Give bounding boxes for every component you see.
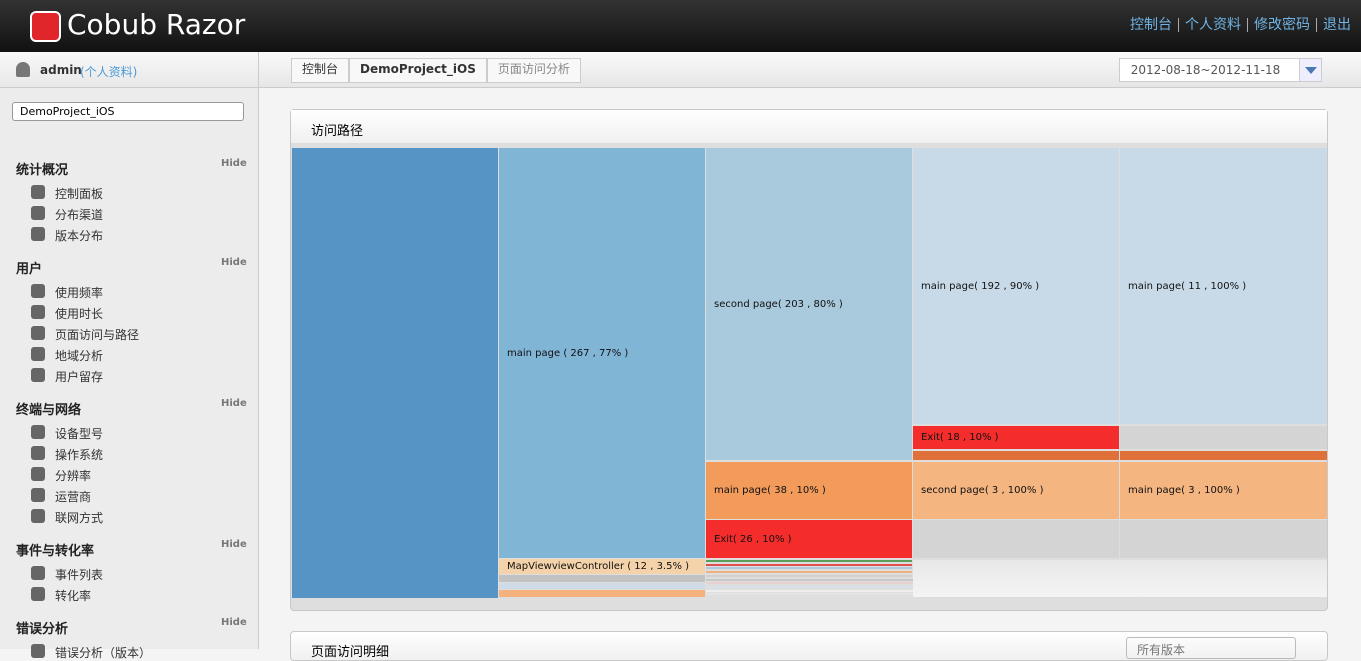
treemap-cell [499,583,705,589]
menu-icon [31,566,45,580]
breadcrumb-item: 页面访问分析 [486,58,581,83]
app-select[interactable]: DemoProject_iOS [12,102,244,121]
treemap-node[interactable]: main page( 11 , 100% ) [1120,148,1327,424]
panel-title: 访问路径 [291,110,1327,144]
user-name: admin [40,63,82,77]
nav-link[interactable]: 修改密码 [1247,18,1316,32]
treemap-node[interactable]: second page( 3 , 100% ) [913,462,1119,519]
breadcrumb: 控制台 DemoProject_iOS 页面访问分析 [291,58,581,83]
menu-icon [31,467,45,481]
menu-item[interactable]: 错误分析（版本） [55,646,152,660]
menu-item[interactable]: 分布渠道 [55,208,104,222]
user-icon [16,62,30,77]
menu-icon [31,368,45,382]
menu-item[interactable]: 使用时长 [55,307,104,321]
treemap-node[interactable]: Exit( 26 , 10% ) [706,520,912,558]
date-dropdown[interactable] [1299,59,1321,81]
menu-item[interactable]: 运营商 [55,490,92,504]
menu-icon [31,305,45,319]
section-toggle[interactable]: Hide [221,398,247,409]
menu-item[interactable]: 操作系统 [55,448,104,462]
menu-item[interactable]: 地域分析 [55,349,104,363]
menu-item[interactable]: 分辨率 [55,469,92,483]
section-toggle[interactable]: Hide [221,539,247,550]
treemap-strip [706,571,912,574]
nav-link[interactable]: 控制台 [1130,17,1172,33]
treemap-node[interactable]: main page( 192 , 90% ) [913,148,1119,424]
panel-title: 页面访问明细 [311,645,390,660]
treemap-cell [1120,451,1327,460]
treemap-cell [913,451,1119,460]
logo-icon [30,11,61,42]
treemap-strip [913,560,1327,597]
treemap-node[interactable]: main page ( 267 , 77% ) [499,148,705,558]
profile-link[interactable]: (个人资料) [80,65,138,79]
date-range[interactable]: 2012-08-18~2012-11-18 [1119,58,1322,82]
nav-link[interactable]: 个人资料 [1178,18,1247,32]
menu-item[interactable]: 事件列表 [55,568,104,582]
menu-icon [31,284,45,298]
section-toggle[interactable]: Hide [221,617,247,628]
menu-icon [31,326,45,340]
menu-item[interactable]: 控制面板 [55,187,104,201]
treemap-node[interactable]: main page( 38 , 10% ) [706,462,912,519]
menu-icon [31,425,45,439]
treemap-cell [913,520,1119,558]
menu-item[interactable]: 转化率 [55,589,92,603]
treemap-strip [706,567,912,570]
menu-icon [31,488,45,502]
treemap-cell [499,575,705,582]
top-nav: 控制台 个人资料 修改密码 退出 [1124,18,1357,32]
treemap-cell [1120,520,1327,558]
menu-item[interactable]: 使用频率 [55,286,104,300]
breadcrumb-item[interactable]: DemoProject_iOS [349,58,487,83]
treemap-strip [706,574,912,577]
menu-item[interactable]: 用户留存 [55,370,104,384]
treemap-cell [499,590,705,597]
treemap-strip [706,563,912,566]
treemap-strip [706,560,912,562]
menu-icon [31,446,45,460]
user-row: admin (个人资料) [0,52,258,88]
section-toggle[interactable]: Hide [221,257,247,268]
section-toggle[interactable]: Hide [221,158,247,169]
menu-icon [31,185,45,199]
section-title: 统计概况 [16,163,69,178]
menu-icon [31,587,45,601]
nav-link[interactable]: 退出 [1316,18,1357,32]
menu-item[interactable]: 设备型号 [55,427,104,441]
menu-item[interactable]: 联网方式 [55,511,104,525]
menu-icon [31,509,45,523]
top-bar: Cobub Razor 控制台 个人资料 修改密码 退出 [0,0,1361,52]
menu-item[interactable]: 页面访问与路径 [55,328,140,342]
breadcrumb-item[interactable]: 控制台 [291,58,350,83]
detail-panel: 页面访问明细 所有版本 [290,631,1328,661]
section-title: 错误分析 [16,622,69,637]
menu-icon [31,347,45,361]
treemap-node[interactable]: Exit( 18 , 10% ) [913,426,1119,449]
dropdown-arrow [1305,67,1317,74]
section-title: 用户 [16,262,43,277]
sidebar: admin (个人资料) DemoProject_iOS 统计概况 Hide 控制面… [0,52,259,660]
version-filter[interactable]: 所有版本 [1126,637,1296,659]
treemap-node[interactable]: second page( 203 , 80% ) [706,148,912,460]
section-title: 终端与网络 [16,403,82,418]
menu-item[interactable]: 版本分布 [55,229,104,243]
menu-icon [31,227,45,241]
treemap-node[interactable]: MapViewviewController ( 12 , 3.5% ) [499,559,705,574]
treemap-node[interactable]: main page( 3 , 100% ) [1120,462,1327,519]
logo-text[interactable]: Cobub Razor [67,8,246,41]
menu-icon [31,644,45,658]
treemap-cell [1120,426,1327,449]
treemap-cell [292,148,498,598]
breadcrumb-bar: 控制台 DemoProject_iOS 页面访问分析 2012-08-18~2012… [259,52,1361,88]
menu-icon [31,206,45,220]
section-title: 事件与转化率 [16,544,95,559]
